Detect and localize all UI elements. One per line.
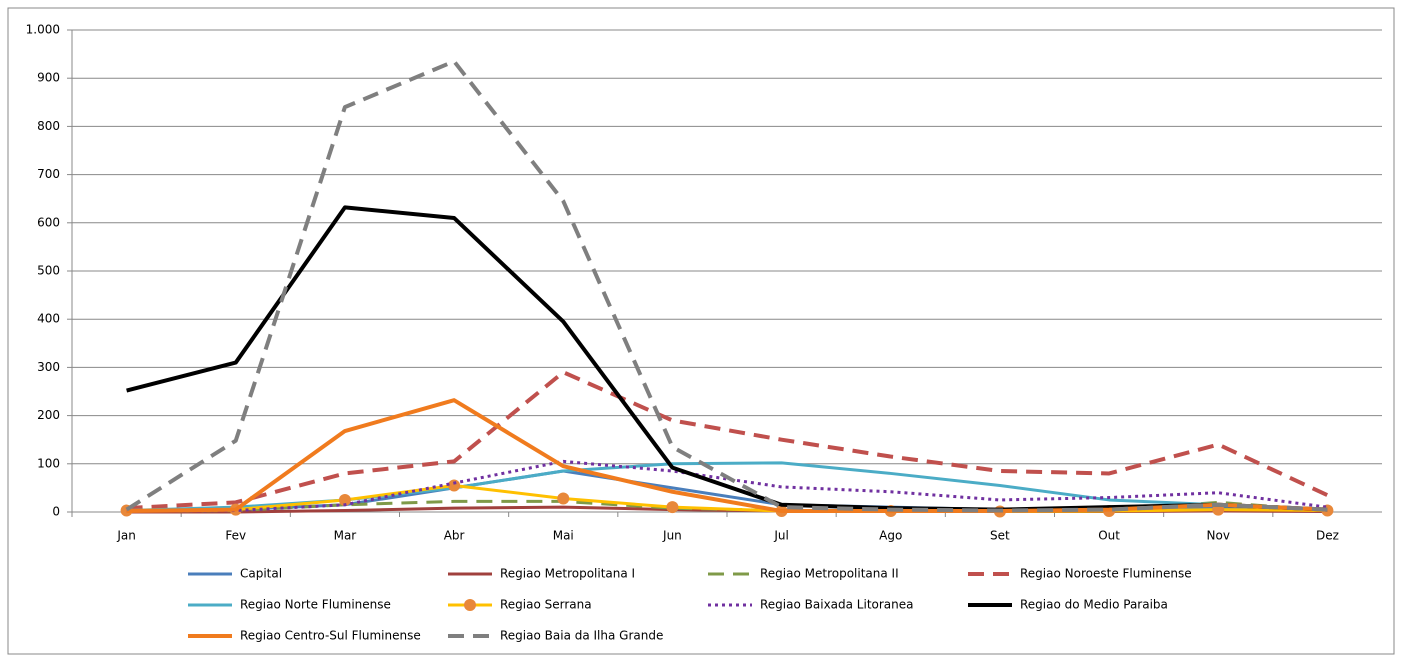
legend-label: Regiao Baia da Ilha Grande — [500, 629, 663, 643]
legend-label: Regiao Metropolitana I — [500, 567, 635, 581]
x-tick-label: Mai — [553, 529, 574, 543]
chart-frame — [7, 7, 1395, 655]
x-tick-label: Jul — [773, 529, 788, 543]
y-tick-label: 300 — [37, 360, 60, 374]
x-tick-label: Fev — [225, 529, 246, 543]
y-tick-label: 100 — [37, 456, 60, 470]
legend-label: Regiao do Medio Paraiba — [1020, 598, 1168, 612]
legend-marker — [464, 599, 476, 611]
legend-label: Regiao Serrana — [500, 598, 592, 612]
x-tick-label: Ago — [879, 529, 902, 543]
y-tick-label: 400 — [37, 312, 60, 326]
legend-label: Regiao Metropolitana II — [760, 567, 899, 581]
y-tick-label: 1.000 — [26, 23, 60, 37]
x-tick-label: Jun — [662, 529, 682, 543]
series-marker — [338, 493, 351, 506]
y-tick-label: 700 — [37, 167, 60, 181]
legend-label: Regiao Norte Fluminense — [240, 598, 391, 612]
x-tick-label: Set — [990, 529, 1010, 543]
y-tick-label: 0 — [52, 505, 60, 519]
legend-label: Regiao Baixada Litoranea — [760, 598, 914, 612]
x-tick-label: Mar — [334, 529, 357, 543]
series-marker — [666, 501, 679, 514]
series-line — [125, 59, 1328, 513]
x-tick-label: Jan — [116, 529, 136, 543]
y-tick-label: 500 — [37, 264, 60, 278]
x-tick-label: Nov — [1207, 529, 1230, 543]
y-tick-label: 200 — [37, 408, 60, 422]
series-marker — [557, 492, 570, 505]
legend-label: Capital — [240, 567, 282, 581]
series-marker — [448, 479, 461, 492]
legend-label: Regiao Centro-Sul Fluminense — [240, 629, 421, 643]
x-tick-label: Dez — [1316, 529, 1339, 543]
x-tick-label: Out — [1098, 529, 1120, 543]
series-line — [126, 205, 1328, 512]
y-tick-label: 800 — [37, 119, 60, 133]
series-line — [126, 483, 1328, 514]
legend-label: Regiao Noroeste Fluminense — [1020, 567, 1192, 581]
x-tick-label: Abr — [444, 529, 465, 543]
y-tick-label: 600 — [37, 215, 60, 229]
y-tick-label: 900 — [37, 71, 60, 85]
series-line — [126, 370, 1329, 511]
